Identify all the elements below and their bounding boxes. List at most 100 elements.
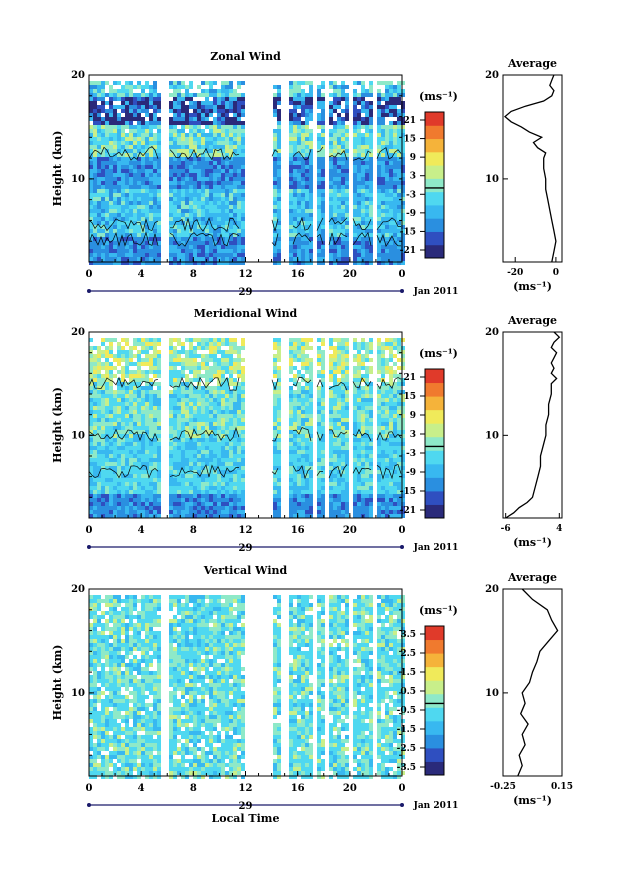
heatmap-cell — [329, 141, 333, 145]
heatmap-cell — [309, 474, 313, 478]
heatmap-cell — [145, 209, 149, 213]
heatmap-cell — [181, 253, 185, 257]
heatmap-cell — [177, 482, 181, 486]
heatmap-cell — [93, 390, 97, 394]
heatmap-cell — [101, 462, 105, 466]
heatmap-cell — [109, 129, 113, 133]
heatmap-cell — [141, 237, 145, 241]
heatmap-cell — [217, 181, 221, 185]
heatmap-cell — [149, 257, 153, 261]
heatmap-cell — [137, 149, 141, 153]
heatmap-cell — [137, 221, 141, 225]
heatmap-cell — [321, 410, 325, 414]
heatmap-cell — [149, 201, 153, 205]
heatmap-cell — [341, 145, 345, 149]
heatmap-cell — [345, 201, 349, 205]
heatmap-cell — [169, 418, 173, 422]
heatmap-cell — [205, 426, 209, 430]
heatmap-cell — [297, 354, 301, 358]
heatmap-cell — [185, 257, 189, 261]
heatmap-cell — [105, 430, 109, 434]
heatmap-cell — [289, 350, 293, 354]
heatmap-cell — [145, 370, 149, 374]
heatmap-cell — [89, 498, 93, 502]
heatmap-cell — [109, 346, 113, 350]
heatmap-cell — [305, 81, 309, 85]
heatmap-cell — [193, 354, 197, 358]
heatmap-cell — [97, 89, 101, 93]
heatmap-cell — [229, 422, 233, 426]
heatmap-cell — [157, 209, 161, 213]
heatmap-cell — [297, 442, 301, 446]
heatmap-cell — [197, 406, 201, 410]
heatmap-cell — [193, 241, 197, 245]
heatmap-cell — [241, 470, 245, 474]
heatmap-cell — [177, 478, 181, 482]
heatmap-cell — [209, 510, 213, 514]
heatmap-cell — [309, 109, 313, 113]
heatmap-cell — [173, 197, 177, 201]
heatmap-cell — [157, 261, 161, 265]
heatmap-cell — [141, 398, 145, 402]
heatmap-cell — [225, 414, 229, 418]
heatmap-cell — [241, 390, 245, 394]
heatmap-cell — [217, 241, 221, 245]
heatmap-cell — [321, 406, 325, 410]
heatmap-cell — [321, 201, 325, 205]
heatmap-cell — [301, 109, 305, 113]
heatmap-cell — [201, 205, 205, 209]
heatmap-cell — [353, 109, 357, 113]
heatmap-cell — [169, 346, 173, 350]
heatmap-cell — [241, 502, 245, 506]
heatmap-cell — [273, 394, 277, 398]
heatmap-cell — [353, 189, 357, 193]
heatmap-cell — [93, 229, 97, 233]
heatmap-cell — [277, 454, 281, 458]
heatmap-cell — [189, 414, 193, 418]
heatmap-cell — [137, 410, 141, 414]
heatmap-cell — [213, 366, 217, 370]
heatmap-cell — [209, 338, 213, 342]
heatmap-cell — [157, 153, 161, 157]
heatmap-cell — [145, 153, 149, 157]
heatmap-cell — [101, 494, 105, 498]
heatmap-cell — [93, 81, 97, 85]
heatmap-cell — [305, 165, 309, 169]
heatmap-cell — [369, 201, 373, 205]
heatmap-cell — [117, 141, 121, 145]
heatmap-cell — [225, 470, 229, 474]
heatmap-cell — [157, 430, 161, 434]
heatmap-cell — [89, 229, 93, 233]
heatmap-cell — [125, 498, 129, 502]
heatmap-cell — [209, 81, 213, 85]
heatmap-cell — [241, 494, 245, 498]
heatmap-cell — [385, 241, 389, 245]
heatmap-cell — [205, 366, 209, 370]
heatmap-cell — [397, 173, 401, 177]
heatmap-cell — [197, 201, 201, 205]
heatmap-cell — [361, 233, 365, 237]
heatmap-cell — [189, 125, 193, 129]
heatmap-cell — [237, 498, 241, 502]
heatmap-cell — [329, 81, 333, 85]
heatmap-cell — [213, 81, 217, 85]
heatmap-cell — [89, 165, 93, 169]
heatmap-cell — [169, 426, 173, 430]
heatmap-cell — [169, 434, 173, 438]
heatmap-cell — [149, 177, 153, 181]
heatmap-cell — [229, 101, 233, 105]
heatmap-cell — [389, 177, 393, 181]
heatmap-cell — [213, 197, 217, 201]
heatmap-cell — [217, 390, 221, 394]
heatmap-cell — [361, 81, 365, 85]
heatmap-cell — [197, 346, 201, 350]
heatmap-cell — [145, 129, 149, 133]
heatmap-cell — [173, 121, 177, 125]
heatmap-cell — [385, 133, 389, 137]
heatmap-cell — [169, 482, 173, 486]
heatmap-cell — [105, 101, 109, 105]
heatmap-cell — [121, 458, 125, 462]
heatmap-cell — [185, 398, 189, 402]
heatmap-cell — [377, 161, 381, 165]
heatmap-cell — [401, 261, 405, 265]
